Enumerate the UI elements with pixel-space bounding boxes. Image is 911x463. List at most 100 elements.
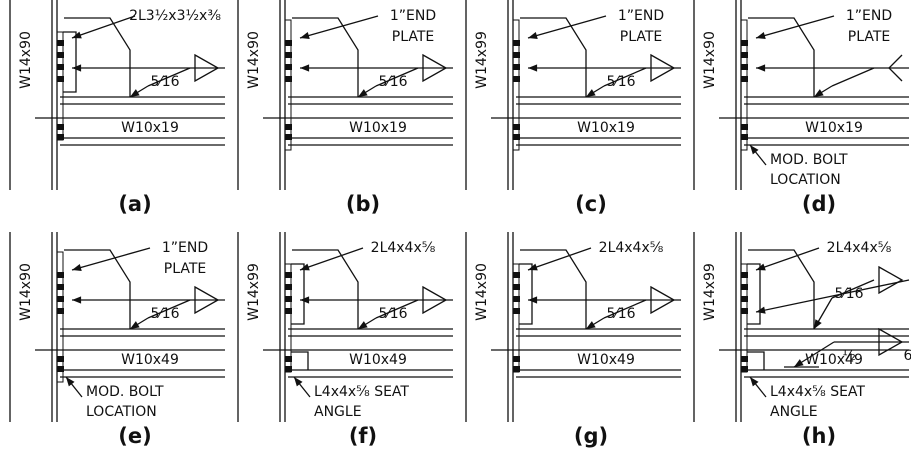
- cope-outline: [64, 17, 131, 97]
- line: [888, 54, 903, 69]
- bolt: [741, 356, 748, 362]
- line: [813, 85, 833, 98]
- bolt: [513, 76, 520, 82]
- beam-label: W10x19: [577, 120, 635, 136]
- bolt: [513, 52, 520, 58]
- bolt: [57, 308, 64, 314]
- bolt: [513, 366, 520, 372]
- caption: (c): [575, 192, 607, 216]
- detail-panel: W14x99 W10x49 2L4x4x⅝ 5⁄16 L4x4x⅝ SEAT ANGLE (…: [237, 232, 453, 448]
- line: [357, 317, 377, 330]
- bolt: [57, 76, 64, 82]
- plate: [740, 19, 748, 151]
- line: [813, 297, 833, 330]
- caption: (h): [802, 424, 836, 448]
- line: [299, 247, 364, 271]
- caption: (d): [802, 192, 836, 216]
- line: [755, 15, 835, 40]
- bolt: [741, 284, 748, 290]
- lower-note: MOD. BOLT: [86, 384, 164, 400]
- caption: (f): [349, 424, 377, 448]
- weld-size: ½: [842, 348, 856, 364]
- caption: (b): [346, 192, 380, 216]
- cope-outline: [64, 249, 131, 329]
- detail-panel: W14x90 W10x49 2L4x4x⅝ 5⁄16 (g): [465, 232, 681, 448]
- bolt: [57, 272, 64, 278]
- note: 2L4x4x⅝: [599, 240, 664, 256]
- cope-outline: [520, 249, 587, 329]
- beam-label: W10x19: [121, 120, 179, 136]
- column-label: W14x99: [474, 31, 490, 89]
- angle-outline: [291, 263, 305, 325]
- bolt: [57, 284, 64, 290]
- bolt: [57, 124, 64, 130]
- weld-size: 5⁄16: [378, 306, 407, 322]
- line: [603, 67, 647, 87]
- bolt: [741, 272, 748, 278]
- weld-symbol: [422, 53, 448, 83]
- bolt: [741, 52, 748, 58]
- line: [375, 67, 419, 87]
- bolt: [513, 296, 520, 302]
- bolt: [513, 64, 520, 70]
- line: [71, 247, 151, 272]
- weld-length: 6: [904, 348, 911, 364]
- caption: (e): [118, 424, 151, 448]
- bolt: [285, 40, 292, 46]
- cope-outline: [292, 17, 359, 97]
- seat-angle: [291, 351, 309, 370]
- bolt: [513, 134, 520, 140]
- note: 2L4x4x⅝: [371, 240, 436, 256]
- lower-note: MOD. BOLT: [770, 152, 848, 168]
- column-label: W14x90: [18, 31, 34, 89]
- note: PLATE: [620, 29, 662, 45]
- line: [357, 85, 377, 98]
- note: 2L4x4x⅝: [827, 240, 892, 256]
- lower-note: LOCATION: [770, 172, 841, 188]
- weld-size: 5⁄16: [150, 74, 179, 90]
- line: [831, 279, 875, 299]
- bolt: [741, 296, 748, 302]
- bolt: [513, 284, 520, 290]
- bolt: [741, 366, 748, 372]
- note: 2L3½x3½x⅜: [129, 8, 221, 24]
- lower-note: L4x4x⅝ SEAT: [770, 384, 865, 400]
- detail-panel: W14x99 W10x19 1”END PLATE 5⁄16 (c): [465, 0, 681, 216]
- bolt: [57, 52, 64, 58]
- detail-panel: W14x99 W10x49 2L4x4x⅝ 5⁄16 ½ 6 L4x4x⅝ SEAT ANGL…: [693, 232, 911, 448]
- bolt: [285, 124, 292, 130]
- note: PLATE: [392, 29, 434, 45]
- line: [755, 279, 910, 314]
- plate: [740, 263, 748, 373]
- line: [603, 299, 647, 319]
- bolt: [57, 356, 64, 362]
- lower-note: L4x4x⅝ SEAT: [314, 384, 409, 400]
- line: [755, 247, 820, 271]
- bolt: [57, 296, 64, 302]
- beam-label: W10x19: [805, 120, 863, 136]
- weld-symbol: [422, 285, 448, 315]
- note: PLATE: [848, 29, 890, 45]
- bolt: [285, 64, 292, 70]
- beam-label: W10x49: [121, 352, 179, 368]
- cope-outline: [520, 17, 587, 97]
- angle-outline: [519, 263, 533, 325]
- bolt: [741, 134, 748, 140]
- plate: [284, 19, 292, 151]
- plate: [56, 251, 64, 383]
- lower-note: LOCATION: [86, 404, 157, 420]
- weld-symbol: [878, 265, 904, 295]
- bolt: [741, 64, 748, 70]
- column-label: W14x90: [702, 31, 718, 89]
- weld-symbol: [650, 285, 676, 315]
- caption: (a): [118, 192, 151, 216]
- bolt: [57, 366, 64, 372]
- line: [527, 15, 607, 40]
- bolt: [513, 40, 520, 46]
- line: [585, 317, 605, 330]
- weld-size: 5⁄16: [150, 306, 179, 322]
- weld-size: 5⁄16: [834, 286, 863, 302]
- bolt: [741, 308, 748, 314]
- line: [129, 85, 149, 98]
- angle-outline: [747, 263, 761, 325]
